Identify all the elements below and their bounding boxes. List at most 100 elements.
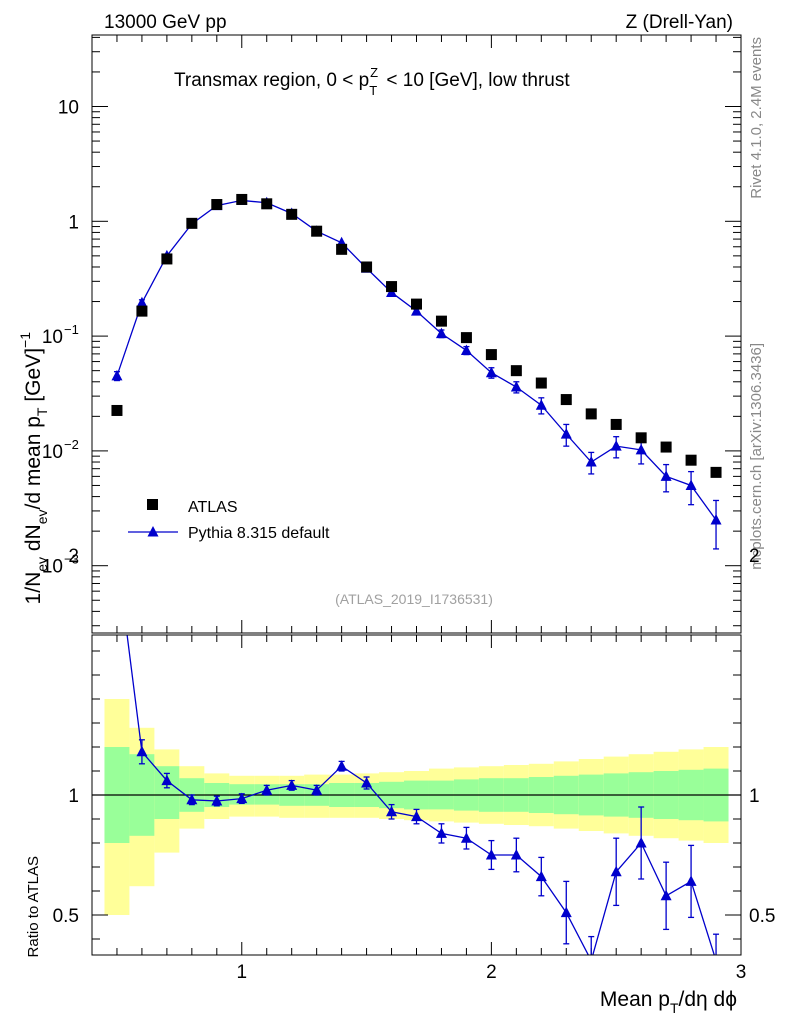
- y-tick-label-exp: −1: [64, 322, 79, 337]
- pythia-point: [435, 327, 447, 339]
- ratio-point: [535, 870, 547, 882]
- ratio-point: [635, 837, 647, 848]
- ratio-point: [261, 784, 273, 795]
- y-tick-label: 10: [42, 557, 63, 578]
- x-tick-label: 3: [736, 962, 747, 983]
- pythia-point: [485, 366, 497, 378]
- y-tick-label: 10: [42, 327, 63, 348]
- header-right: Z (Drell-Yan): [626, 12, 733, 33]
- atlas-point: [560, 394, 572, 406]
- x-axis-label: Mean pT/dη dϕ: [600, 988, 737, 1016]
- pythia-point: [585, 456, 597, 467]
- atlas-point: [435, 315, 447, 327]
- atlas-point: [485, 349, 497, 361]
- atlas-point: [186, 217, 198, 229]
- pythia-point: [111, 369, 123, 381]
- ratio-point: [460, 832, 472, 843]
- pythia-point: [660, 470, 672, 481]
- ratio-point: [610, 865, 622, 877]
- ratio-point: [186, 793, 198, 805]
- pythia-point: [610, 440, 622, 451]
- ratio-point: [685, 875, 697, 886]
- ratio-point: [411, 810, 422, 822]
- atlas-point: [361, 261, 373, 273]
- ratio-y-tick-label-right: 0.5: [749, 906, 775, 927]
- ratio-point: [591, 954, 592, 955]
- legend-atlas-label: ATLAS: [188, 499, 238, 516]
- rivet-label: Rivet 4.1.0, 2.4M events: [748, 37, 765, 199]
- y-tick-label: 1: [68, 212, 79, 233]
- x-tick-label: 2: [486, 962, 497, 983]
- atlas-point: [635, 432, 647, 444]
- pythia-point: [535, 399, 547, 410]
- pythia-point: [510, 381, 522, 392]
- ratio-point: [560, 906, 572, 918]
- atlas-point: [311, 225, 323, 237]
- y-axis-label: 1/Nev dNev/d mean pT [GeV]−1: [17, 332, 50, 605]
- pythia-point: [635, 443, 647, 455]
- atlas-point: [386, 281, 398, 293]
- pythia-point: [136, 296, 148, 308]
- atlas-point: [685, 454, 697, 466]
- atlas-point: [236, 193, 248, 205]
- y-tick-label-exp: −2: [64, 437, 79, 452]
- atlas-point: [710, 466, 722, 478]
- atlas-point: [610, 418, 622, 430]
- ratio-point: [485, 849, 497, 860]
- ratio-y-tick-label: 2: [68, 546, 79, 567]
- atlas-point: [660, 441, 672, 453]
- y-tick-label: 10: [42, 442, 63, 463]
- y-tick-label-exp: −3: [64, 552, 79, 567]
- ratio-series: [111, 549, 720, 955]
- ratio-point: [236, 792, 248, 804]
- atlas-point: [161, 253, 173, 265]
- legend-pythia-marker: [147, 526, 159, 537]
- ratio-point: [715, 954, 717, 955]
- ratio-y-tick-label-right: 2: [749, 546, 760, 567]
- pythia-line: [116, 199, 717, 521]
- legend-pythia-label: Pythia 8.315 default: [188, 525, 330, 542]
- ratio-point: [660, 889, 672, 901]
- pythia-point: [685, 479, 697, 490]
- ratio-y-tick-label: 1: [68, 786, 79, 807]
- atlas-point: [336, 243, 348, 255]
- atlas-point: [111, 404, 123, 416]
- pythia-point: [560, 428, 572, 439]
- ratio-point: [336, 760, 348, 771]
- ratio-y-tick-label: 0.5: [53, 906, 79, 927]
- atlas-point: [136, 305, 148, 317]
- y-tick-label: 10: [58, 98, 79, 119]
- ratio-y-tick-label-right: 1: [749, 786, 760, 807]
- atlas-point: [261, 198, 273, 210]
- ratio-point: [361, 777, 373, 788]
- atlas-point: [585, 408, 597, 420]
- ratio-y-axis-label: Ratio to ATLAS: [25, 856, 42, 957]
- atlas-point: [211, 199, 223, 211]
- atlas-point: [510, 365, 522, 377]
- chart-title: Transmax region, 0 < pTZ < 10 [GeV], low…: [174, 65, 570, 98]
- ratio-point: [286, 779, 298, 790]
- atlas-point: [535, 377, 547, 389]
- legend-atlas-marker: [147, 499, 158, 510]
- analysis-id: (ATLAS_2019_I1736531): [335, 591, 493, 607]
- main-frame: [91, 34, 742, 634]
- ratio-point: [111, 549, 122, 560]
- pythia-point: [411, 305, 422, 316]
- pythia-point: [460, 344, 472, 355]
- ratio-point: [136, 745, 148, 757]
- ratio-point: [311, 784, 323, 795]
- ratio-point: [161, 774, 173, 786]
- x-tick-label: 1: [236, 962, 247, 983]
- atlas-point: [286, 208, 298, 220]
- header-left: 13000 GeV pp: [104, 12, 227, 33]
- pythia-point: [710, 514, 722, 525]
- ratio-point: [435, 827, 447, 838]
- ratio-point: [386, 805, 398, 817]
- atlas-point: [460, 332, 472, 344]
- ratio-point: [211, 795, 223, 806]
- atlas-point: [411, 298, 422, 310]
- ratio-panel: 0.5 0.5 1 1 2 2: [53, 546, 775, 956]
- ratio-point: [510, 849, 522, 860]
